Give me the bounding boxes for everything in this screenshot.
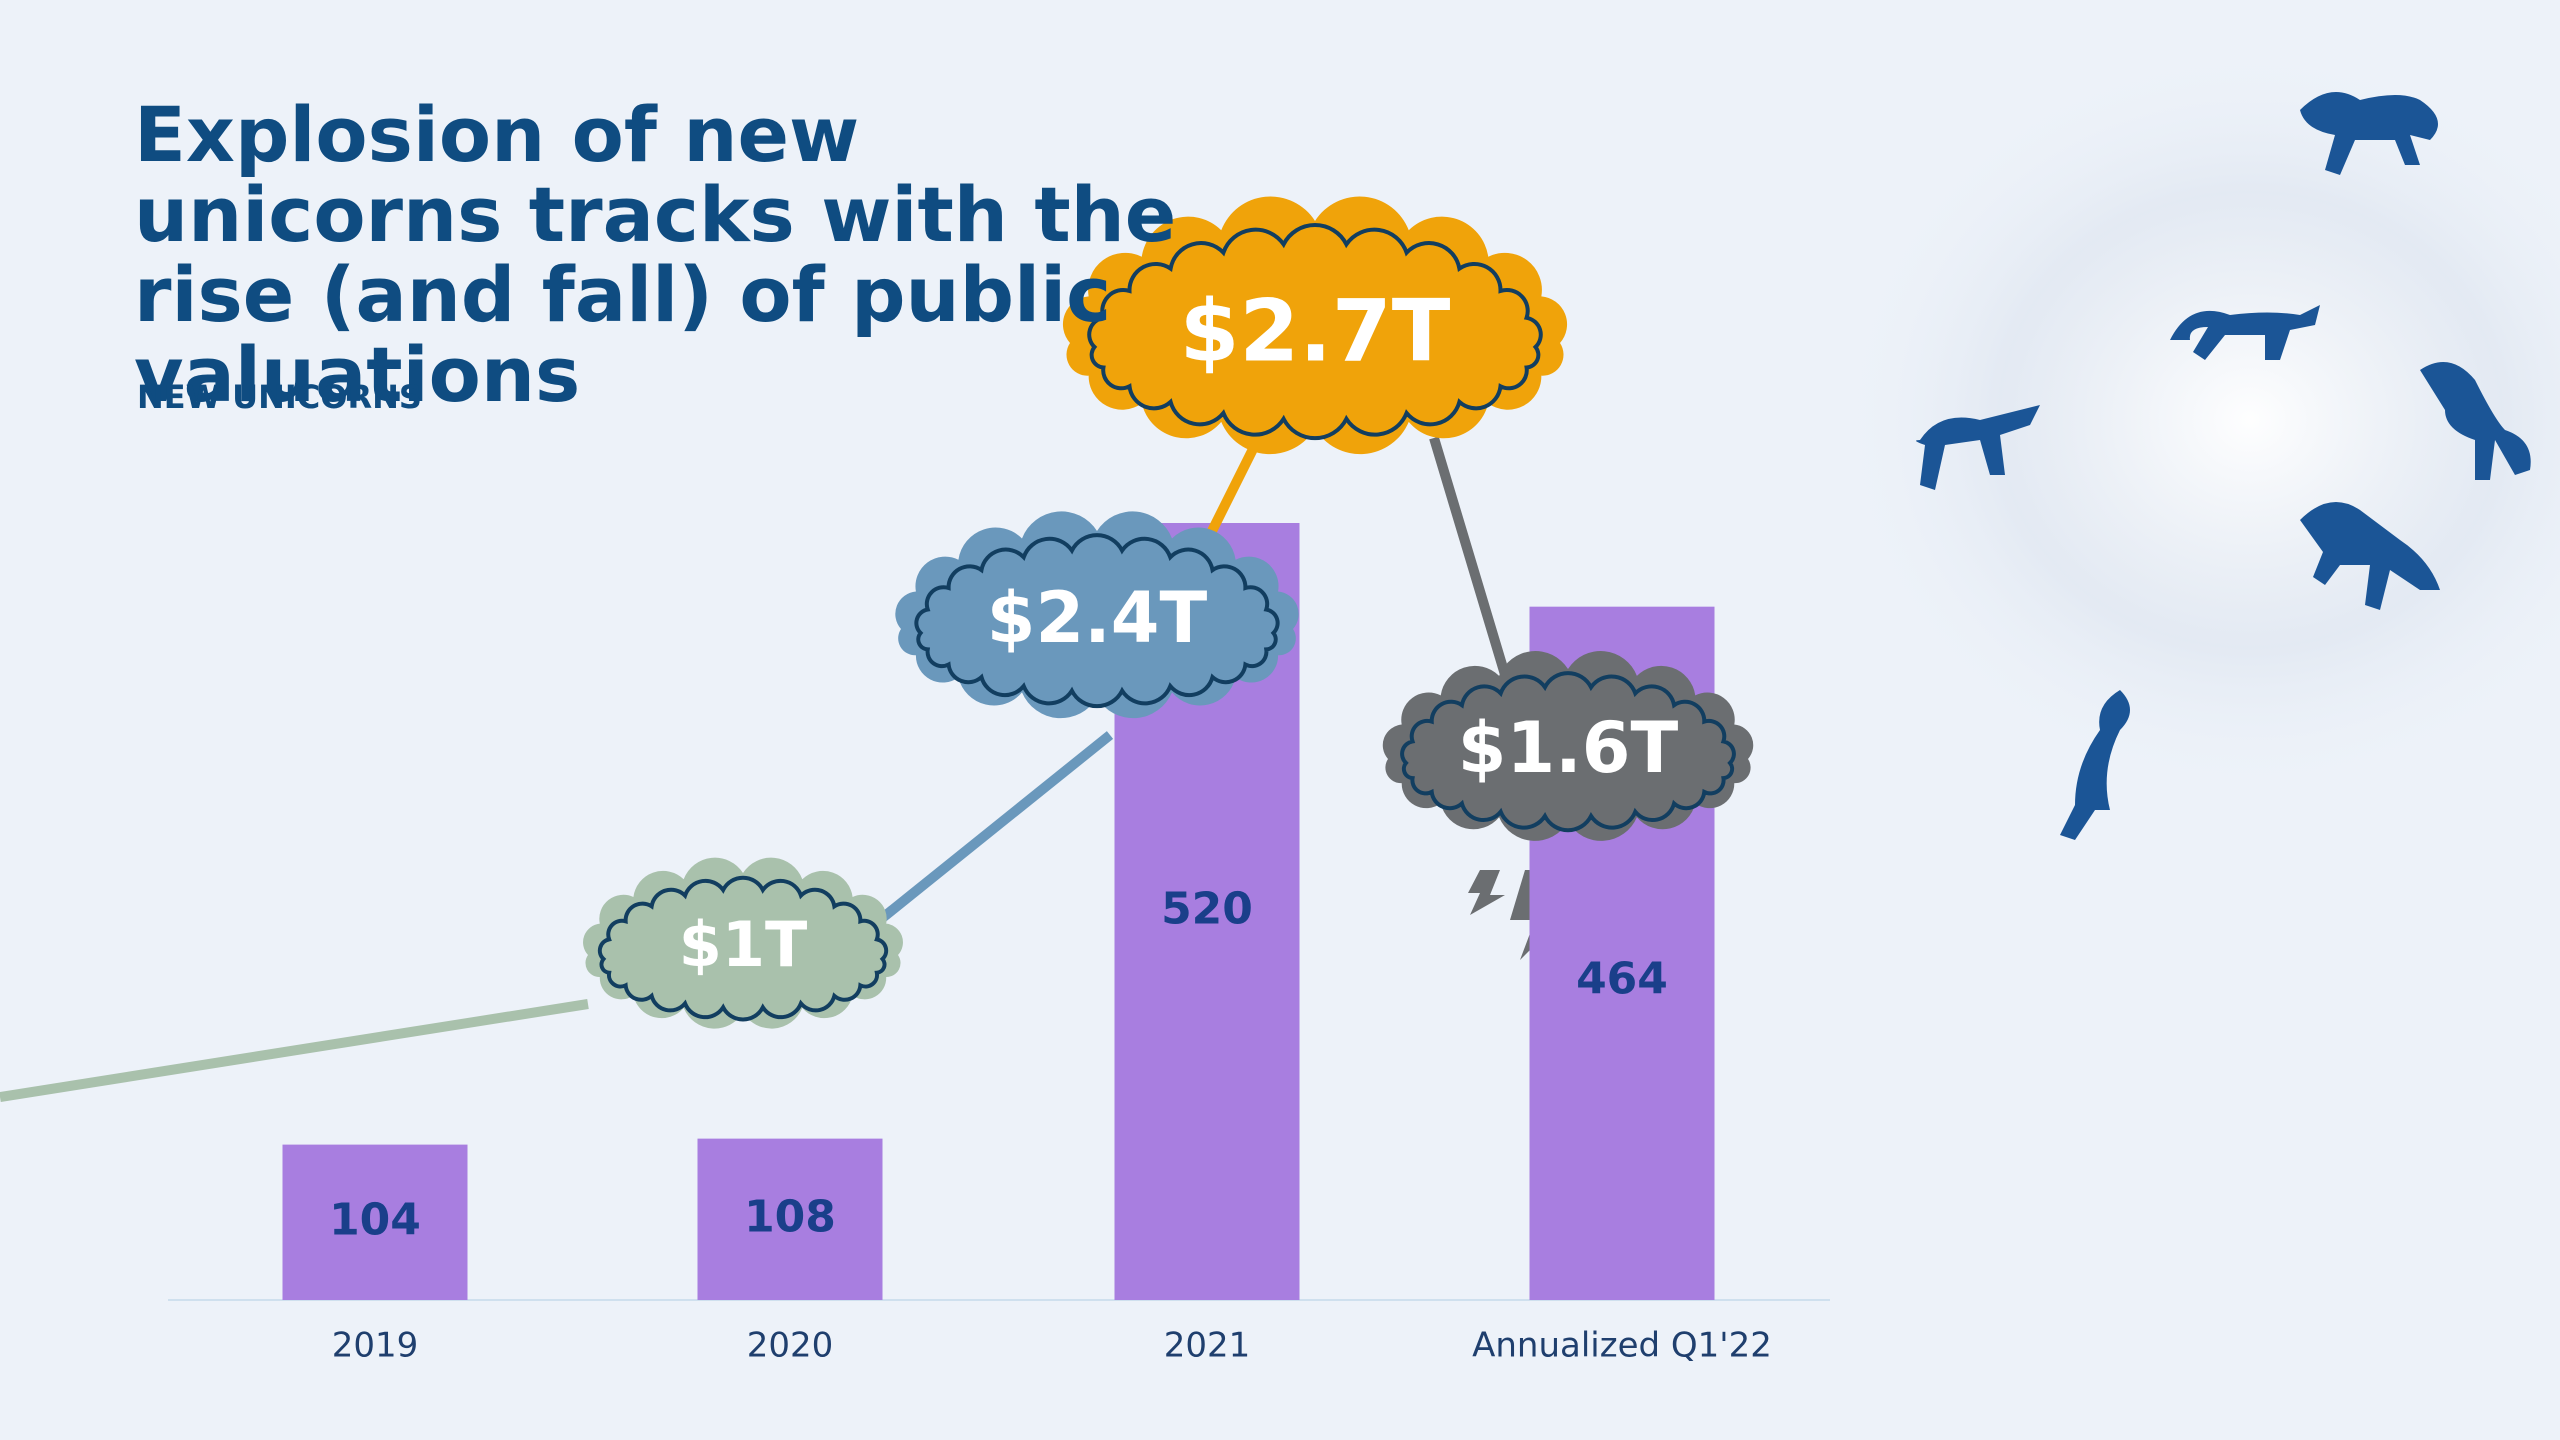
chart-subtitle: NEW UNICORNS — [137, 378, 422, 416]
connector — [0, 999, 589, 1102]
valuation-cloud: $2.7T — [1062, 196, 1568, 455]
bar — [697, 1138, 883, 1300]
x-tick-label: 2019 — [332, 1326, 419, 1366]
valuation-cloud: $1.6T — [1382, 651, 1754, 841]
bar-value-label: 108 — [744, 1191, 836, 1242]
connector — [846, 731, 1114, 948]
valuation-label: $2.7T — [1180, 281, 1451, 381]
chart-title: Explosion of new unicorns tracks with th… — [134, 90, 1177, 419]
cloud-inner — [1087, 223, 1543, 441]
x-tick-label: 2021 — [1164, 1326, 1251, 1366]
cloud-inner — [1400, 671, 1736, 833]
valuation-label: $1T — [679, 908, 808, 981]
bar-value-label: 104 — [329, 1194, 421, 1245]
connector — [1429, 436, 1511, 680]
bar-value-label: 520 — [1161, 884, 1253, 935]
valuation-label: $1.6T — [1458, 707, 1679, 789]
sky-cloud — [1830, 40, 2560, 800]
cloud-inner — [914, 533, 1280, 709]
cloud-inner — [597, 875, 889, 1022]
bar-value-label: 464 — [1576, 953, 1668, 1004]
unicorns — [1916, 92, 2531, 840]
bar — [282, 1144, 468, 1300]
valuation-cloud: $2.4T — [895, 511, 1299, 719]
x-tick-label: Annualized Q1'22 — [1472, 1326, 1772, 1366]
valuation-label: $2.4T — [987, 577, 1208, 659]
x-tick-label: 2020 — [747, 1326, 834, 1366]
valuation-cloud: $1T — [583, 857, 903, 1029]
